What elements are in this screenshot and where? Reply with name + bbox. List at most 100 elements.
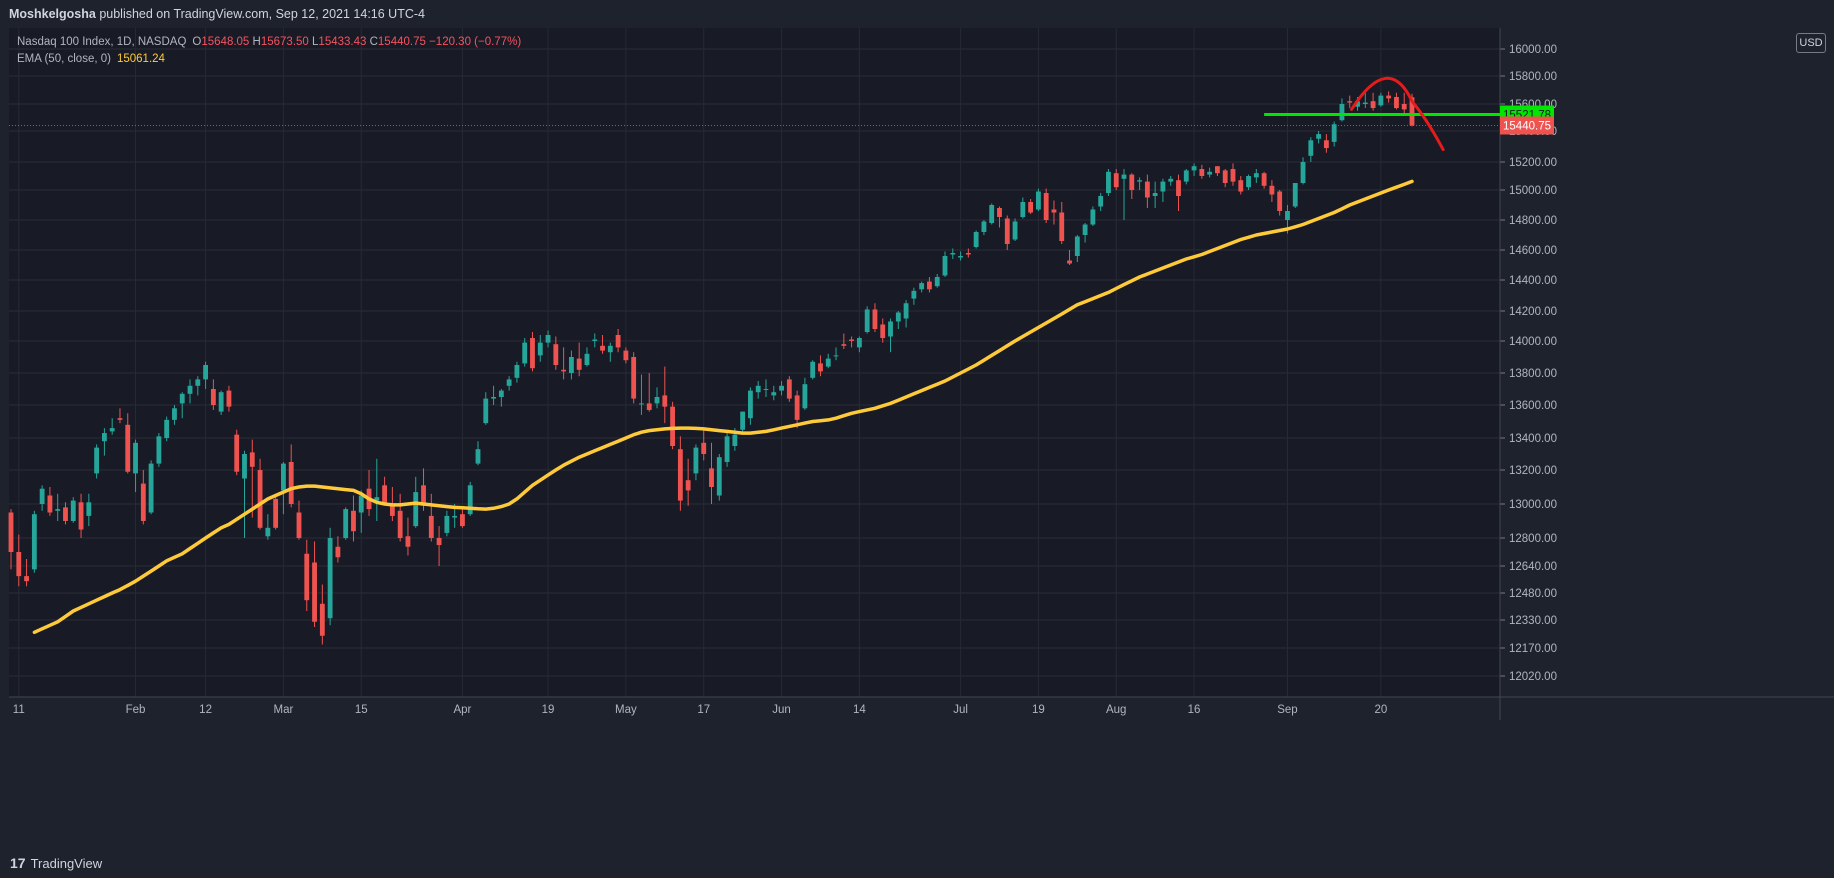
candle-body [24,576,29,582]
candle-body [1144,181,1150,198]
price-tick-label: 12480.00 [1509,588,1557,600]
candle-body [1331,124,1337,142]
candle-body [654,397,660,404]
symbol-title[interactable]: Nasdaq 100 Index, 1D, NASDAQ [17,36,187,48]
candle-body [1168,178,1174,182]
candle-body [78,502,84,530]
candle-body [584,353,590,365]
candle-body [1292,183,1298,207]
candle-body [1386,95,1392,99]
candle-body [483,398,489,424]
close-value: 15440.75 [377,36,426,48]
time-tick-label: May [615,704,637,716]
candle-body [467,485,473,515]
candle-body [600,345,605,351]
candle-body [1401,104,1407,110]
candle-body [740,411,746,430]
candle-body [343,509,349,538]
candle-body [685,480,691,491]
candle-body [615,335,621,348]
time-tick-label: 12 [199,704,212,716]
candle-body [358,495,364,513]
candle-body [405,536,411,547]
candle-body [1230,169,1236,182]
candle-body [693,447,699,474]
candle-body [421,485,426,506]
price-tick-label: 12170.00 [1509,643,1557,655]
high-value: 15673.50 [260,36,309,48]
candle-body [210,389,216,405]
candle-body [460,514,465,527]
candle-body [1129,174,1135,190]
open-value: 15648.05 [201,36,250,48]
candle-body [1308,140,1314,156]
candle-body [763,389,769,390]
candle-body [1253,173,1259,178]
candle-body [304,553,310,601]
candle-body [1082,224,1088,235]
candle-body [39,488,45,504]
candle-body [1004,218,1010,244]
candle-body [864,309,870,332]
price-tick-label: 15000.00 [1509,185,1557,197]
candle-body [576,358,582,370]
candle-body [724,436,730,462]
candle-body [631,357,637,399]
candle-body [1090,209,1096,225]
candle-body [8,512,14,552]
publisher-name[interactable]: Moshkelgosha [9,7,96,21]
candle-body [965,253,971,255]
price-tick-label: 16000.00 [1509,44,1557,56]
candle-body [934,277,940,287]
candle-body [491,397,496,399]
price-tick-label: 14800.00 [1509,215,1557,227]
candle-body [179,393,185,404]
candle-body [639,403,644,405]
time-tick-label: Jun [772,704,791,716]
candle-body [1261,173,1267,186]
candle-body [1067,260,1072,264]
candle-body [677,449,683,501]
time-tick-label: 17 [697,704,710,716]
candle-body [701,442,707,454]
price-tick-label: 14400.00 [1509,275,1557,287]
candle-body [226,390,232,407]
time-tick-label: 19 [1032,704,1045,716]
price-tick-label: 14600.00 [1509,245,1557,257]
candle-body [895,312,901,322]
candle-body [1113,173,1119,188]
candle-body [327,538,333,619]
candle-body [1300,162,1306,183]
price-tick-label: 15200.00 [1509,157,1557,169]
candle-body [958,256,963,258]
time-tick-label: 16 [1188,704,1201,716]
candle-body [997,208,1002,217]
candle-body [716,457,722,496]
price-tick-label: 13800.00 [1509,368,1557,380]
currency-button[interactable]: USD [1796,33,1826,53]
candle-body [755,385,761,393]
candle-body [273,498,279,528]
candle-body [436,538,442,545]
candle-body [1285,211,1290,220]
time-tick-label: 19 [542,704,555,716]
candle-body [1199,169,1205,176]
time-tick-label: Mar [274,704,294,716]
candle-body [265,527,271,537]
tradingview-brand[interactable]: TradingView [30,855,103,871]
candle-body [786,379,792,399]
candle-body [522,342,528,364]
candle-body [607,345,613,353]
candle-body [397,510,403,538]
candle-body [452,515,458,518]
ema-label[interactable]: EMA (50, close, 0) [17,53,111,65]
price-chart[interactable]: 16000.0015800.0015600.0015400.0015200.00… [0,28,1834,846]
price-tick-label: 13200.00 [1509,465,1557,477]
tradingview-logo-icon[interactable]: 17 [10,855,26,871]
time-tick-label: Apr [453,704,471,716]
candle-body [109,428,115,432]
low-value: 15433.43 [318,36,367,48]
time-tick-label: Feb [126,704,146,716]
candle-body [351,510,356,532]
candle-body [1355,101,1360,107]
